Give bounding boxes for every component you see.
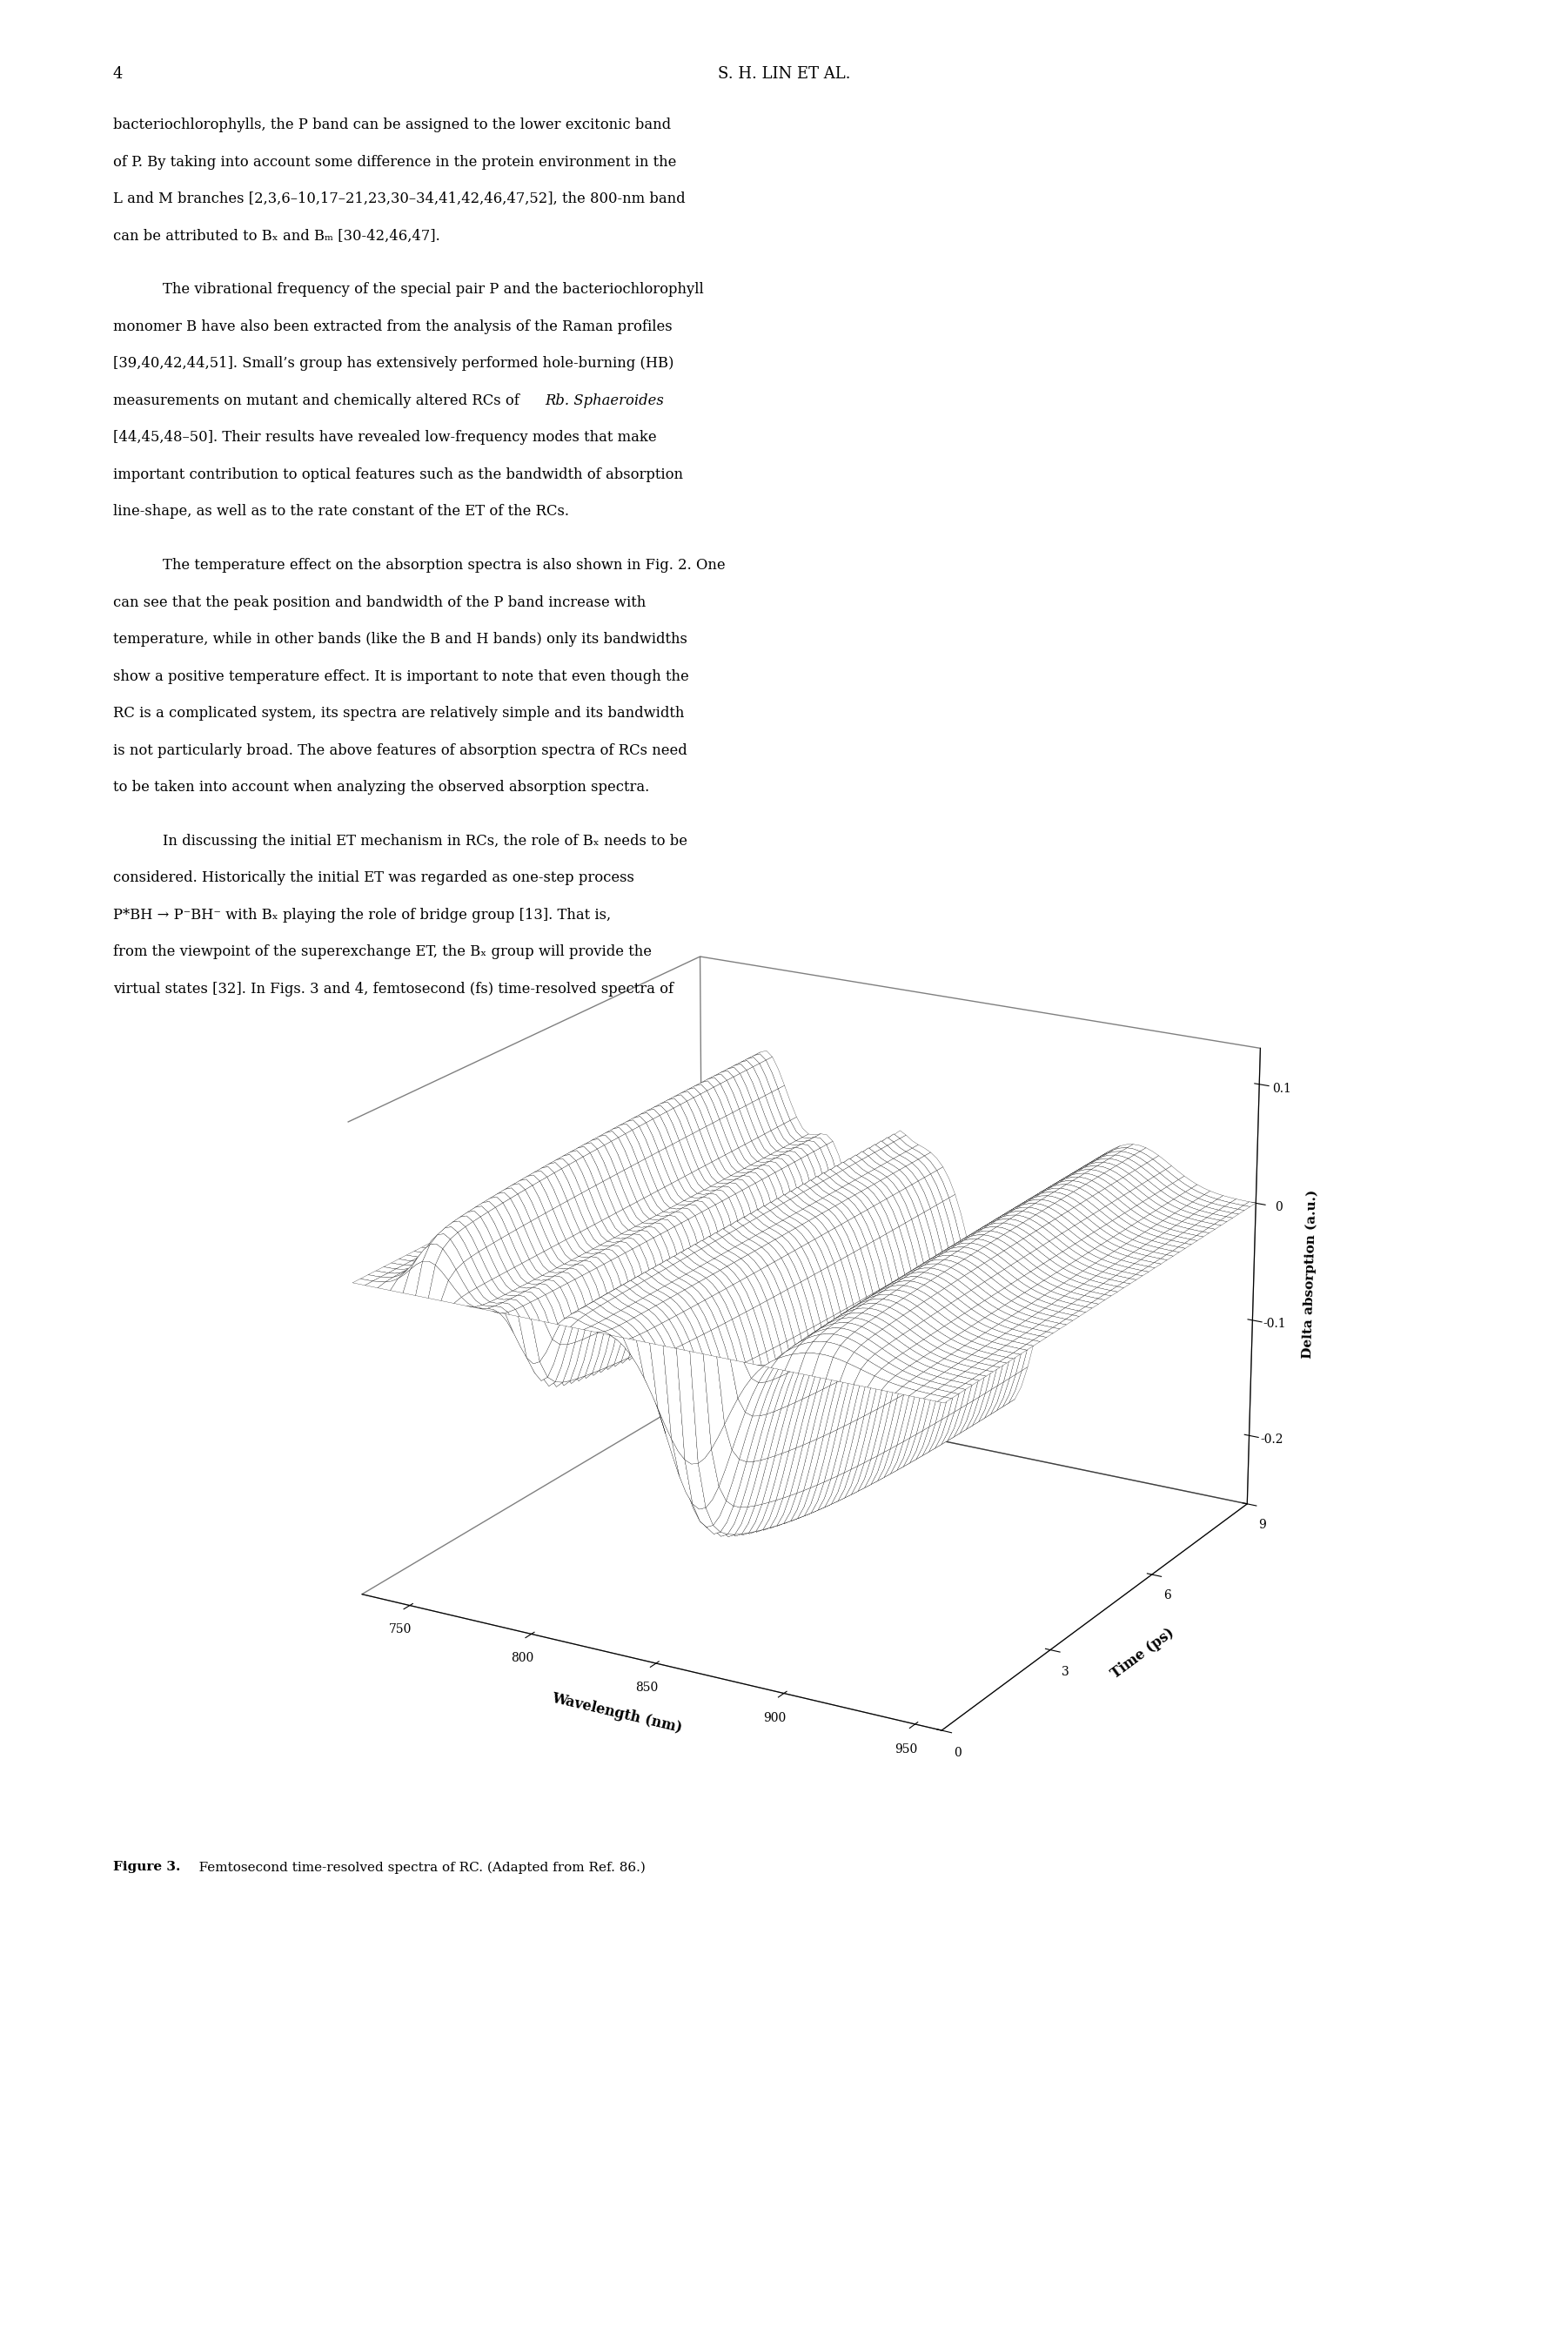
Y-axis label: Time (ps): Time (ps) bbox=[1109, 1626, 1178, 1680]
Text: from the viewpoint of the superexchange ET, the Bₓ group will provide the: from the viewpoint of the superexchange … bbox=[113, 945, 652, 959]
Text: The temperature effect on the absorption spectra is also shown in Fig. 2. One: The temperature effect on the absorption… bbox=[163, 557, 726, 573]
X-axis label: Wavelength (nm): Wavelength (nm) bbox=[550, 1692, 684, 1737]
Text: can see that the peak position and bandwidth of the P band increase with: can see that the peak position and bandw… bbox=[113, 595, 646, 609]
Text: [44,45,48–50]. Their results have revealed low-frequency modes that make: [44,45,48–50]. Their results have reveal… bbox=[113, 430, 657, 444]
Text: can be attributed to Bₓ and Bₘ [30-42,46,47].: can be attributed to Bₓ and Bₘ [30-42,46… bbox=[113, 228, 441, 244]
Text: Rb. Sphaeroides: Rb. Sphaeroides bbox=[546, 392, 663, 409]
Text: line-shape, as well as to the rate constant of the ET of the RCs.: line-shape, as well as to the rate const… bbox=[113, 505, 569, 519]
Text: Femtosecond time-resolved spectra of RC. (Adapted from Ref. 86.): Femtosecond time-resolved spectra of RC.… bbox=[187, 1861, 646, 1873]
Text: virtual states [32]. In Figs. 3 and 4, femtosecond (fs) time-resolved spectra of: virtual states [32]. In Figs. 3 and 4, f… bbox=[113, 982, 673, 996]
Text: P*BH → P⁻BH⁻ with Bₓ playing the role of bridge group [13]. That is,: P*BH → P⁻BH⁻ with Bₓ playing the role of… bbox=[113, 907, 610, 924]
Text: important contribution to optical features such as the bandwidth of absorption: important contribution to optical featur… bbox=[113, 468, 682, 482]
Text: of P. By taking into account some difference in the protein environment in the: of P. By taking into account some differ… bbox=[113, 155, 676, 169]
Text: monomer B have also been extracted from the analysis of the Raman profiles: monomer B have also been extracted from … bbox=[113, 320, 673, 334]
Text: is not particularly broad. The above features of absorption spectra of RCs need: is not particularly broad. The above fea… bbox=[113, 743, 687, 757]
Text: show a positive temperature effect. It is important to note that even though the: show a positive temperature effect. It i… bbox=[113, 670, 688, 684]
Text: Figure 3.: Figure 3. bbox=[113, 1861, 180, 1873]
Text: S. H. LIN ET AL.: S. H. LIN ET AL. bbox=[718, 66, 850, 82]
Text: RC is a complicated system, its spectra are relatively simple and its bandwidth: RC is a complicated system, its spectra … bbox=[113, 705, 684, 721]
Text: temperature, while in other bands (like the B and H bands) only its bandwidths: temperature, while in other bands (like … bbox=[113, 632, 687, 646]
Text: considered. Historically the initial ET was regarded as one-step process: considered. Historically the initial ET … bbox=[113, 872, 633, 886]
Text: to be taken into account when analyzing the observed absorption spectra.: to be taken into account when analyzing … bbox=[113, 780, 649, 794]
Text: In discussing the initial ET mechanism in RCs, the role of Bₓ needs to be: In discussing the initial ET mechanism i… bbox=[163, 834, 688, 848]
Text: L and M branches [2,3,6–10,17–21,23,30–34,41,42,46,47,52], the 800-nm band: L and M branches [2,3,6–10,17–21,23,30–3… bbox=[113, 193, 685, 207]
Text: measurements on mutant and chemically altered RCs of: measurements on mutant and chemically al… bbox=[113, 392, 524, 409]
Text: The vibrational frequency of the special pair P and the bacteriochlorophyll: The vibrational frequency of the special… bbox=[163, 282, 704, 296]
Text: bacteriochlorophylls, the P band can be assigned to the lower excitonic band: bacteriochlorophylls, the P band can be … bbox=[113, 118, 671, 132]
Text: [39,40,42,44,51]. Small’s group has extensively performed hole-burning (HB): [39,40,42,44,51]. Small’s group has exte… bbox=[113, 357, 674, 371]
Text: 4: 4 bbox=[113, 66, 122, 82]
